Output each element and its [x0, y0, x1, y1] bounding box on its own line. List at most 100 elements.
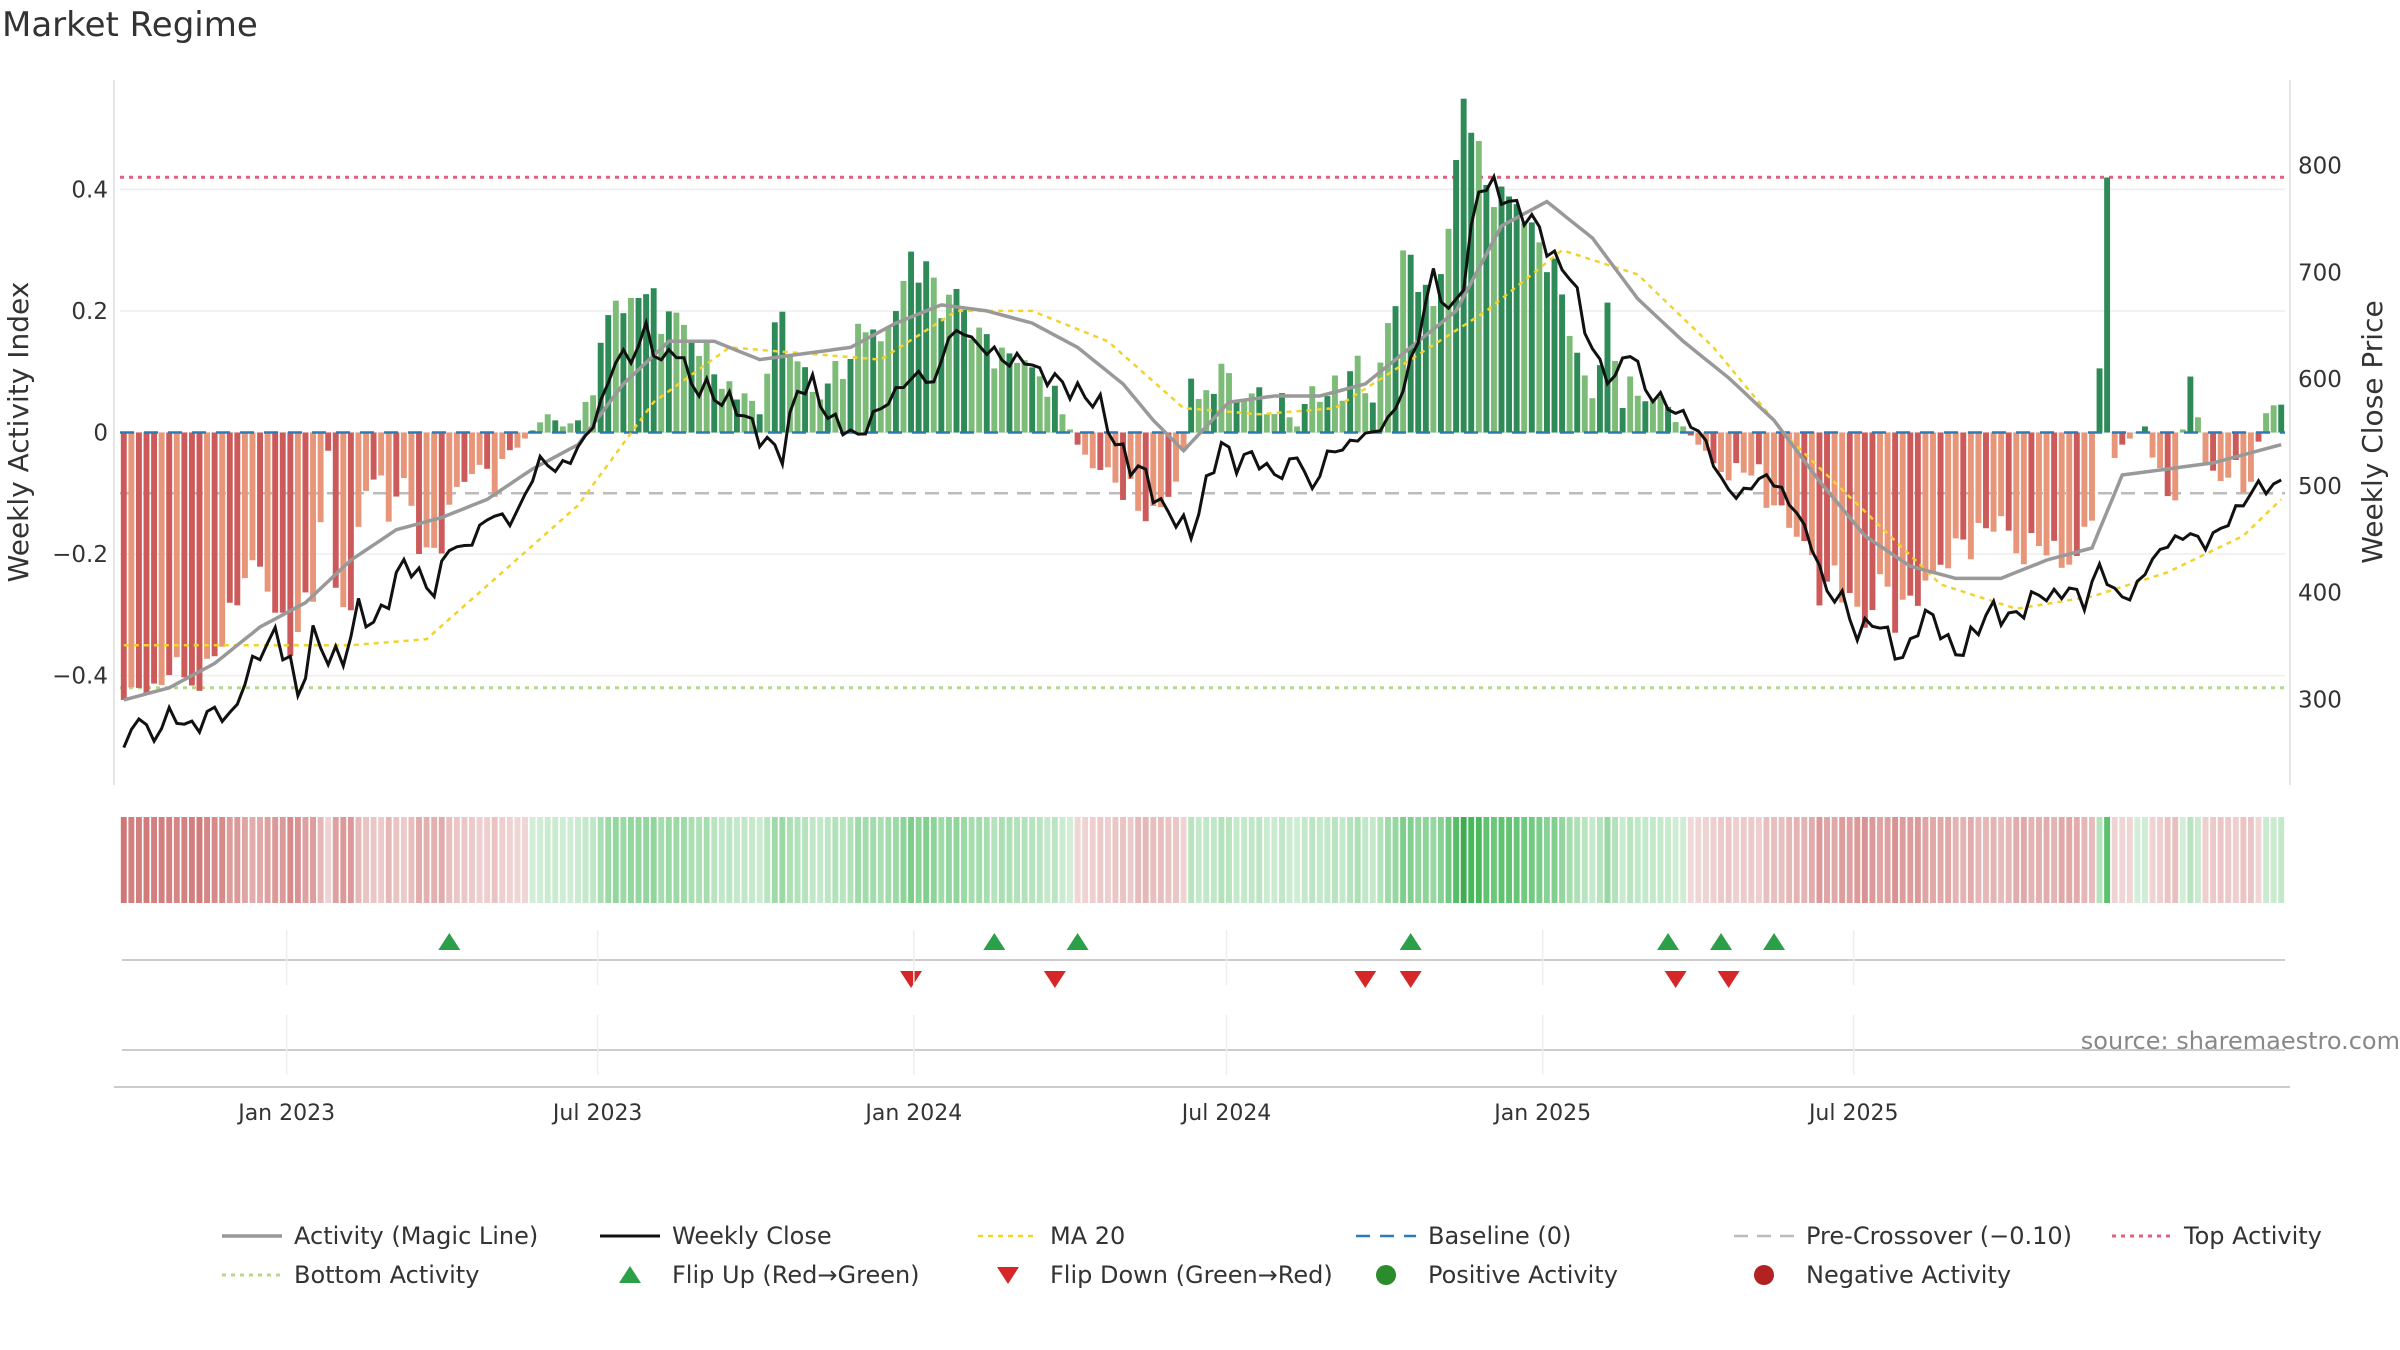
regime-cell	[1014, 817, 1020, 903]
regime-cell	[688, 817, 695, 903]
activity-bar	[961, 309, 967, 433]
regime-cell	[1937, 817, 1944, 903]
activity-bar	[453, 432, 460, 487]
regime-cell	[1536, 817, 1543, 903]
activity-bar	[1294, 426, 1301, 433]
activity-bar	[499, 432, 506, 459]
activity-bar	[1536, 242, 1543, 433]
activity-bar	[204, 432, 211, 659]
regime-cell	[2104, 817, 2111, 903]
regime-cell	[188, 817, 195, 903]
regime-cell	[2028, 817, 2035, 903]
activity-bar	[385, 432, 392, 522]
flip-up-marker	[1710, 933, 1733, 950]
regime-cell	[597, 817, 604, 903]
regime-cell	[658, 817, 665, 903]
activity-bar	[469, 432, 475, 475]
activity-bar	[590, 395, 597, 433]
regime-cell	[968, 817, 975, 903]
regime-cell	[628, 817, 634, 903]
regime-cell	[650, 817, 657, 903]
regime-cell	[1377, 817, 1384, 903]
regime-cell	[1930, 817, 1936, 903]
activity-bar	[1415, 291, 1422, 433]
activity-bar	[1347, 371, 1354, 433]
x-tick-label: Jul 2024	[1180, 1101, 1272, 1126]
activity-bar	[1907, 432, 1914, 596]
activity-bar	[1816, 432, 1823, 606]
regime-cell	[537, 817, 544, 903]
regime-cell	[143, 817, 150, 903]
regime-cell	[1967, 817, 1974, 903]
regime-cell	[2172, 817, 2179, 903]
activity-bar	[1316, 401, 1323, 433]
regime-cell	[733, 817, 740, 903]
activity-bar	[915, 282, 922, 433]
activity-bar	[832, 360, 839, 433]
regime-cell	[1165, 817, 1172, 903]
activity-bar	[1725, 432, 1732, 481]
activity-bar	[1854, 432, 1861, 607]
activity-bar	[2126, 432, 2133, 439]
regime-cell	[204, 817, 211, 903]
activity-bar	[1687, 432, 1694, 436]
regime-cell	[1755, 817, 1762, 903]
activity-bar	[1263, 414, 1270, 433]
regime-cell	[1899, 817, 1906, 903]
activity-bar	[2149, 432, 2156, 458]
legend-swatch	[1376, 1265, 1396, 1285]
activity-bar	[1581, 375, 1588, 433]
legend-item: Pre-Crossover (−0.10)	[1734, 1222, 2072, 1250]
activity-bar	[1301, 403, 1308, 433]
regime-cell	[1922, 817, 1929, 903]
regime-cell	[1627, 817, 1634, 903]
regime-cell	[1725, 817, 1732, 903]
regime-cell	[1407, 817, 1414, 903]
activity-bar	[1642, 401, 1649, 433]
regime-cell	[892, 817, 899, 903]
flip-up-marker	[1399, 933, 1422, 950]
activity-bar	[1430, 306, 1437, 433]
regime-cell	[408, 817, 415, 903]
regime-cell	[2081, 817, 2088, 903]
y-axis-label: Weekly Activity Index	[2, 282, 35, 583]
regime-cell	[1248, 817, 1255, 903]
regime-cell	[961, 817, 967, 903]
regime-cell	[1263, 817, 1270, 903]
regime-cell	[1718, 817, 1724, 903]
activity-bar	[1051, 385, 1058, 433]
activity-bar	[1120, 432, 1126, 500]
activity-bar	[930, 277, 937, 433]
regime-cell	[1112, 817, 1119, 903]
activity-bar	[317, 432, 324, 523]
activity-bar	[370, 432, 377, 480]
regime-cell	[552, 817, 559, 903]
activity-bar	[1983, 432, 1989, 529]
regime-cell	[590, 817, 597, 903]
activity-bar	[839, 379, 846, 433]
legend-label: Activity (Magic Line)	[294, 1222, 538, 1250]
regime-cell	[400, 817, 407, 903]
activity-bar	[862, 332, 869, 433]
regime-cell	[302, 817, 309, 903]
regime-cell	[1649, 817, 1656, 903]
activity-bar	[1839, 432, 1846, 603]
regime-cell	[287, 817, 294, 903]
activity-bar	[135, 432, 142, 688]
regime-cell	[469, 817, 475, 903]
activity-bar	[2051, 432, 2058, 541]
activity-bar	[605, 315, 612, 433]
activity-bar	[1763, 432, 1770, 508]
regime-cell	[1301, 817, 1308, 903]
activity-bar	[1233, 401, 1240, 433]
activity-bar	[923, 261, 930, 433]
activity-bar	[1665, 406, 1672, 433]
activity-bar	[196, 432, 203, 691]
ma20-line	[123, 248, 2283, 647]
y-tick-label: −0.4	[52, 664, 108, 690]
activity-bar	[620, 313, 627, 433]
regime-cell	[938, 817, 945, 903]
activity-bar	[1960, 432, 1967, 540]
regime-cell	[1589, 817, 1596, 903]
flip-down-marker	[1717, 971, 1740, 988]
